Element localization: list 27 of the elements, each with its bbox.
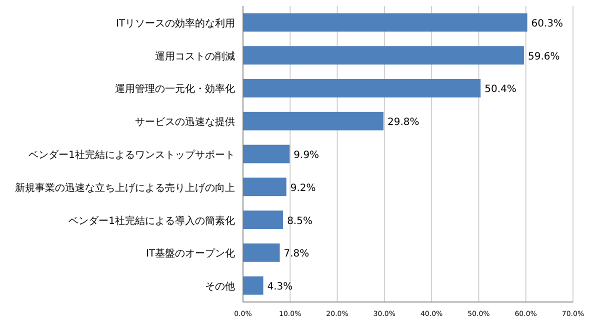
y-tick-label: IT基盤のオープン化 bbox=[146, 248, 235, 260]
data-label: 7.8% bbox=[284, 248, 310, 260]
bar bbox=[243, 46, 524, 65]
data-label: 59.6% bbox=[528, 51, 560, 62]
data-label: 29.8% bbox=[387, 117, 420, 128]
y-tick-label: ベンダー1社完結による導入の簡素化 bbox=[68, 214, 235, 227]
y-tick-label: 運用管理の一元化・効率化 bbox=[115, 83, 235, 96]
bar bbox=[243, 13, 528, 32]
y-tick-label: サービスの迅速な提供 bbox=[135, 116, 235, 128]
bar bbox=[243, 178, 286, 196]
data-label: 60.3% bbox=[531, 18, 564, 30]
y-tick-label: 新規事業の迅速な立ち上げによる売り上げの向上 bbox=[15, 182, 235, 194]
y-tick-label: ITリソースの効率的な利用 bbox=[116, 17, 235, 30]
y-tick-label: その他 bbox=[205, 280, 235, 293]
data-label: 50.4% bbox=[484, 84, 516, 96]
bar bbox=[243, 243, 280, 262]
data-label: 4.3% bbox=[267, 282, 293, 293]
y-tick-label: ベンダー1社完結によるワンストップサポート bbox=[28, 149, 235, 161]
y-tick-label: 運用コストの削減 bbox=[155, 50, 235, 62]
bar bbox=[243, 79, 481, 98]
bar bbox=[243, 112, 384, 130]
bar bbox=[243, 276, 264, 295]
bar bbox=[243, 144, 290, 164]
data-label: 9.2% bbox=[290, 182, 316, 194]
bar bbox=[243, 210, 284, 229]
data-label: 8.5% bbox=[287, 216, 312, 227]
data-label: 9.9% bbox=[294, 150, 320, 161]
